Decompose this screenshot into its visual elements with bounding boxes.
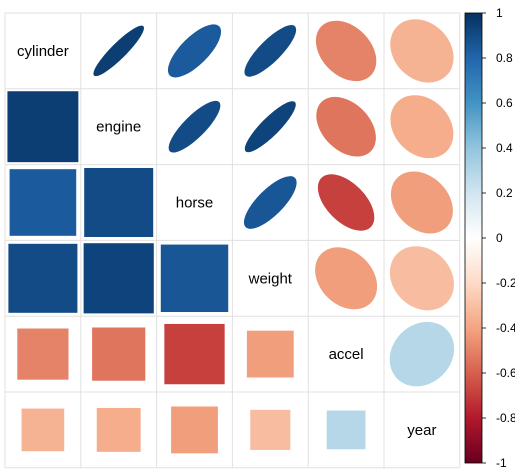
square-accel-cylinder [16,327,70,381]
square-engine-cylinder [6,90,80,164]
colorbar-tick-label: -0.6 [496,366,515,380]
colorbar-tick-label: -0.2 [496,276,515,290]
ellipse-engine-weight [244,101,296,153]
square-horse-cylinder [8,168,78,237]
plot-cells: cylinder engine horse weight accel year [6,19,455,455]
ellipse-accel-year [389,321,455,387]
colorbar: 1 0.8 0.6 0.4 0.2 0 -0.2 -0.4 -0.6 -0.8 -1 [464,6,515,470]
ellipse-engine-horse [168,100,221,153]
grid-lines [4,12,461,469]
colorbar-tick-label: -0.4 [496,321,515,335]
square-accel-weight [245,329,295,379]
colorbar-tick-label: 0.8 [496,51,513,65]
ellipse-cylinder-accel [315,20,377,82]
square-accel-horse [163,322,226,386]
square-weight-cylinder [7,242,79,314]
diag-label-accel: accel [329,346,364,363]
square-weight-horse [159,243,230,314]
colorbar-gradient [464,12,483,464]
colorbar-tick-label: 1 [496,6,503,20]
square-weight-engine [82,242,155,315]
ellipse-weight-year [389,246,454,311]
diag-label-year: year [407,422,436,439]
square-year-cylinder [20,407,66,453]
square-year-horse [170,405,219,455]
square-year-engine [95,406,142,453]
ellipse-horse-accel [317,174,375,231]
colorbar-tick-label: -1 [496,456,507,470]
colorbar-tick-label: -0.8 [496,411,515,425]
ellipse-cylinder-weight [244,25,297,77]
square-year-weight [249,408,292,451]
colorbar-tick-label: 0 [496,231,503,245]
ellipse-engine-year [390,95,454,159]
ellipse-horse-weight [243,176,297,229]
diag-label-cylinder: cylinder [17,43,69,60]
diag-label-horse: horse [176,195,214,212]
square-accel-engine [91,326,147,382]
ellipse-engine-accel [316,96,376,157]
ellipse-cylinder-year [390,19,454,83]
square-year-accel [325,409,367,451]
colorbar-tick-label: 0.6 [496,96,513,110]
colorbar-tick-label: 0.4 [496,141,513,155]
ellipse-cylinder-horse [167,24,222,78]
ellipse-horse-year [390,171,453,234]
colorbar-tick-label: 0.2 [496,186,513,200]
ellipse-weight-accel [315,247,378,310]
ellipse-cylinder-engine [93,25,144,77]
diag-label-weight: weight [248,270,293,287]
square-horse-engine [83,166,155,239]
diag-label-engine: engine [96,119,141,136]
